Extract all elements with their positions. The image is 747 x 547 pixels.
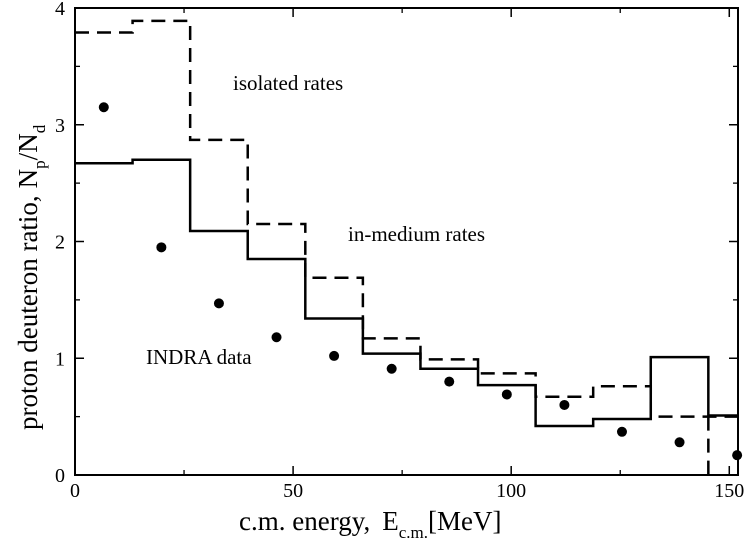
data-point-indra [271,332,282,343]
data-point-indra [732,450,743,461]
annotation-indra-data: INDRA data [146,345,252,369]
data-point-indra [559,399,570,410]
markers-layer [98,102,743,461]
y-tick-label: 4 [55,0,65,20]
x-tick-label: 0 [70,480,80,502]
x-axis-title-symbol: E [382,506,399,536]
x-axis-title-prefix: c.m. energy, [239,506,370,536]
y-axis-title-n2: N [13,133,43,153]
y-axis-title-n1: N [13,169,43,189]
y-tick-label: 0 [55,465,65,487]
y-axis-title-sub-p: p [30,160,49,169]
annotation-in-medium-rates: in-medium rates [348,222,485,246]
data-point-indra [156,242,167,253]
data-point-indra [386,363,397,374]
tick-labels: 0 50 100 150 0 1 2 3 4 [55,0,744,502]
x-axis-title: c.m. energy, Ec.m.[MeV] [239,506,501,542]
x-axis-title-unit: [MeV] [428,506,501,536]
y-axis-title-prefix: proton deuteron ratio, [13,195,43,430]
x-tick-label: 150 [714,480,744,502]
data-point-indra [329,350,340,361]
series-isolated-rates [75,19,738,418]
y-axis-title: proton deuteron ratio,Np/Nd [13,124,49,430]
y-axis-title-sub-d: d [30,124,49,133]
x-tick-label: 100 [496,480,526,502]
data-point-indra [444,376,455,387]
x-tick-label: 50 [283,480,303,502]
data-point-indra [501,389,512,400]
y-tick-label: 2 [55,232,65,254]
annotation-isolated-rates: isolated rates [233,71,343,95]
y-tick-label: 1 [55,348,65,370]
x-axis-title-subscript: c.m. [399,523,428,542]
series-layer [75,19,738,475]
data-point-indra [616,426,627,437]
data-point-indra [213,298,224,309]
series-in-medium-rates [75,158,738,428]
data-point-indra [98,102,109,113]
data-point-indra [674,437,685,448]
tick-marks [74,7,738,476]
y-axis-title-slash: / [13,152,43,160]
y-tick-label: 3 [55,115,65,137]
